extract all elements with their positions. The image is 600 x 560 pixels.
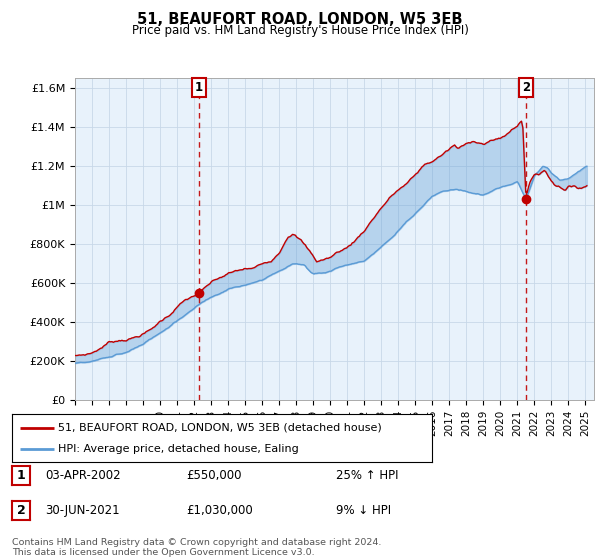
Text: £1,030,000: £1,030,000 xyxy=(186,504,253,517)
Text: 30-JUN-2021: 30-JUN-2021 xyxy=(45,504,119,517)
Text: 9% ↓ HPI: 9% ↓ HPI xyxy=(336,504,391,517)
Text: 51, BEAUFORT ROAD, LONDON, W5 3EB: 51, BEAUFORT ROAD, LONDON, W5 3EB xyxy=(137,12,463,27)
Text: 1: 1 xyxy=(194,81,203,94)
Text: £550,000: £550,000 xyxy=(186,469,241,482)
Text: HPI: Average price, detached house, Ealing: HPI: Average price, detached house, Eali… xyxy=(58,444,299,454)
Text: 1: 1 xyxy=(17,469,25,482)
Text: 03-APR-2002: 03-APR-2002 xyxy=(45,469,121,482)
Text: Contains HM Land Registry data © Crown copyright and database right 2024.
This d: Contains HM Land Registry data © Crown c… xyxy=(12,538,382,557)
Text: Price paid vs. HM Land Registry's House Price Index (HPI): Price paid vs. HM Land Registry's House … xyxy=(131,24,469,36)
Text: 2: 2 xyxy=(17,504,25,517)
Text: 51, BEAUFORT ROAD, LONDON, W5 3EB (detached house): 51, BEAUFORT ROAD, LONDON, W5 3EB (detac… xyxy=(58,423,382,433)
Text: 25% ↑ HPI: 25% ↑ HPI xyxy=(336,469,398,482)
Text: 2: 2 xyxy=(522,81,530,94)
